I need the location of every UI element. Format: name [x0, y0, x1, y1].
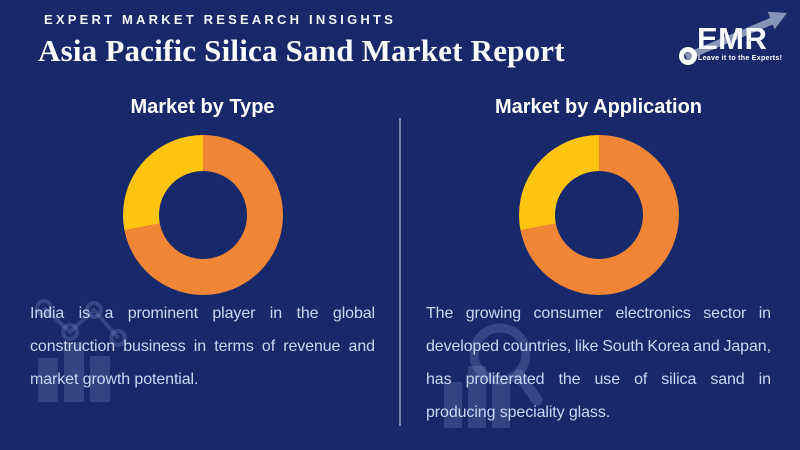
donut-chart-market-by-application — [518, 135, 679, 295]
description-line: construction business in terms of revenue and — [30, 338, 375, 355]
page-title: Asia Pacific Silica Sand Market Report — [38, 33, 565, 68]
panel-description: India is a prominent player in the global constr… — [30, 297, 375, 396]
emr-wordmark: EMR — [697, 21, 768, 56]
description-line: has proliferated the use of silica sand in — [426, 371, 771, 388]
description-line: The growing consumer electronics sector in — [426, 305, 771, 322]
description-line: producing speciality glass. — [426, 404, 611, 421]
panel-description: The growing consumer electronics sector in dev… — [426, 297, 771, 429]
panel-heading: Market by Type — [130, 96, 275, 118]
magnifier-watermark-icon — [444, 323, 543, 428]
emr-logo: EMR Leave it to the Experts! — [666, 8, 798, 72]
analytics-watermark-icon — [35, 299, 127, 402]
panel-market-by-application: Market by Application The growing consumer… — [426, 0, 771, 450]
panel-heading: Market by Application — [494, 96, 703, 118]
brand-kicker: EXPERT MARKET RESEARCH INSIGHTS — [44, 12, 397, 27]
donut-chart-market-by-type — [122, 135, 283, 295]
trend-arrow-icon — [684, 11, 787, 61]
description-line: market growth potential. — [30, 371, 199, 388]
emr-ring-icon — [679, 47, 697, 65]
description-line: India is a prominent player in the global — [30, 305, 375, 322]
emr-tagline: Leave it to the Experts! — [698, 55, 783, 62]
description-line: developed countries, like South Korea and Japa… — [426, 338, 771, 355]
panel-market-by-type: Market by Type India is a prominent player in… — [30, 0, 375, 450]
panel-divider — [399, 118, 401, 426]
